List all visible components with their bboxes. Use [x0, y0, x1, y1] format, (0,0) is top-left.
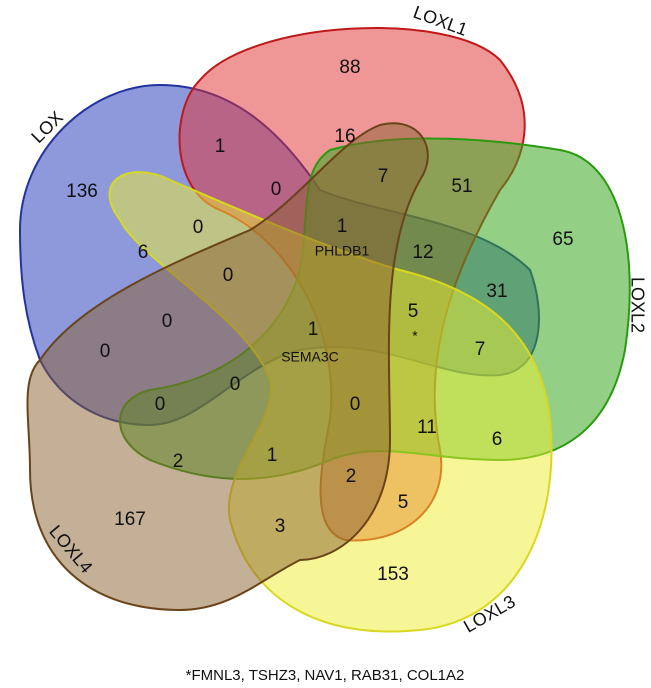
region-count: 51: [451, 176, 472, 197]
region-count: 1: [267, 445, 278, 466]
region-count: 1: [337, 216, 348, 237]
region-count: 153: [377, 564, 409, 585]
region-count: 0: [162, 311, 173, 332]
region-count: 167: [114, 509, 146, 530]
region-count: 65: [552, 229, 573, 250]
gene-label: PHLDB1: [315, 243, 370, 259]
region-count: 0: [155, 394, 166, 415]
region-count: 0: [193, 217, 204, 238]
set-shapes: [18, 27, 631, 633]
gene-label: *: [412, 328, 418, 344]
loxl4-shape: [26, 122, 429, 612]
region-count: 0: [223, 265, 234, 286]
set-label: LOXL2: [627, 277, 647, 333]
region-count: 6: [138, 242, 149, 263]
region-count: 2: [173, 451, 184, 472]
region-count: 1: [215, 136, 226, 157]
region-count: 7: [475, 339, 486, 360]
region-count: 5: [398, 492, 409, 513]
gene-label: SEMA3C: [281, 349, 339, 365]
footnote: *FMNL3, TSHZ3, NAV1, RAB31, COL1A2: [186, 667, 465, 684]
region-count: 0: [230, 374, 241, 395]
region-count: 31: [486, 281, 507, 302]
region-count: 0: [350, 394, 361, 415]
region-count: 2: [346, 466, 357, 487]
region-count: 11: [417, 417, 437, 438]
region-count: 12: [412, 242, 433, 263]
region-count: 6: [492, 429, 503, 450]
region-count: 5: [408, 301, 419, 322]
region-count: 0: [100, 341, 111, 362]
region-count: 88: [339, 57, 360, 78]
region-count: 1: [308, 319, 319, 340]
region-count: 3: [275, 516, 286, 537]
region-count: 136: [66, 181, 98, 202]
region-count: 7: [378, 166, 389, 187]
region-count: 16: [334, 126, 355, 147]
region-count: 0: [271, 179, 282, 200]
